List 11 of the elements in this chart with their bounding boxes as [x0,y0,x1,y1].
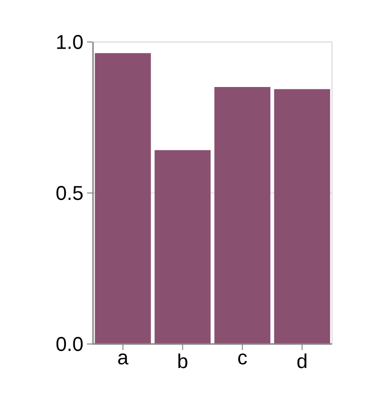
y-tick-label: 1.0 [57,34,83,50]
x-tick-label: d [297,354,306,368]
x-tick-label: a [118,354,128,364]
y-tick-label: 0.5 [56,186,83,200]
y-tick-label: 0.0 [56,336,83,352]
bar [214,87,270,344]
bar [154,150,211,344]
bar [274,89,330,344]
x-tick-label: c [238,354,247,364]
x-tick-label: b [178,354,188,368]
bar [94,53,151,344]
